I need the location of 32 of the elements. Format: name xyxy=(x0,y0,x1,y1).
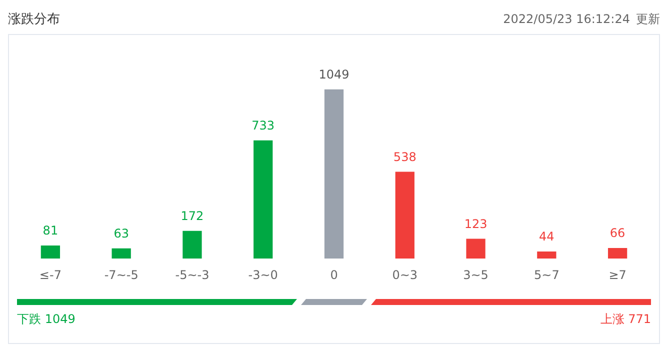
bar xyxy=(608,248,628,259)
text: 下跌 1049 xyxy=(17,311,76,328)
bar xyxy=(40,246,60,259)
x-tick-label: 3~5 xyxy=(463,268,488,282)
bar xyxy=(324,89,344,259)
bar xyxy=(182,230,202,259)
data-label: 1049 xyxy=(318,67,350,82)
x-tick-label: 0~3 xyxy=(392,268,418,282)
bar xyxy=(254,140,273,259)
data-label: 44 xyxy=(539,230,554,244)
data-label: 66 xyxy=(610,226,626,240)
chart-title: 涨跌分布 xyxy=(8,11,60,28)
text: 上涨 771 xyxy=(600,311,651,328)
data-label: 123 xyxy=(464,216,488,231)
bar xyxy=(395,172,414,259)
data-label: 172 xyxy=(180,208,204,223)
text: 更新 xyxy=(636,12,660,26)
data-label: 733 xyxy=(252,118,275,132)
bar xyxy=(112,248,131,259)
data-label: 538 xyxy=(393,150,416,164)
data-label: 63 xyxy=(114,226,129,241)
x-tick-label: 0 xyxy=(330,268,338,282)
x-tick-label: 5~7 xyxy=(534,268,560,282)
x-tick-label: ≤-7 xyxy=(39,268,62,282)
x-tick-label: -7~-5 xyxy=(104,268,138,282)
x-tick-label: -3~0 xyxy=(248,268,278,282)
chart-subtitle: 2022/05/23 16:12:24 xyxy=(503,12,630,26)
data-label: 81 xyxy=(42,224,58,238)
bar xyxy=(466,238,486,259)
bar xyxy=(537,252,556,259)
x-tick-label: ≥7 xyxy=(608,268,626,282)
x-tick-label: -5~-3 xyxy=(175,268,210,282)
